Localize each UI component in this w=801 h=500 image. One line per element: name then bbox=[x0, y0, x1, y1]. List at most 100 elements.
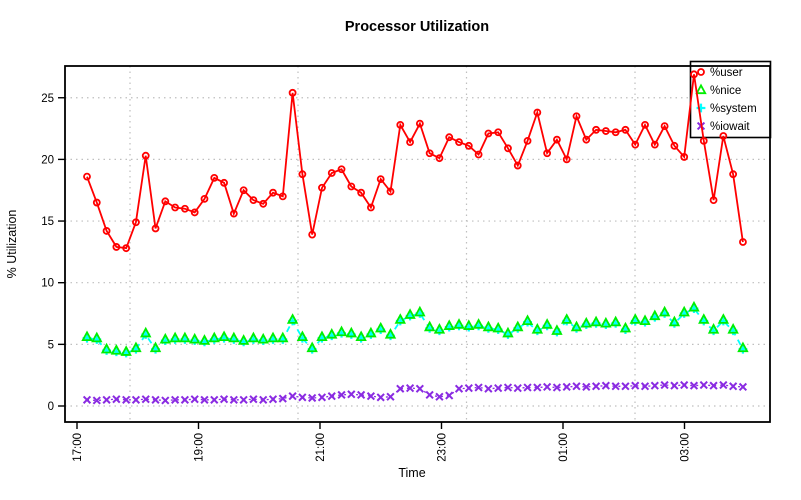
legend-marker-nice bbox=[695, 83, 707, 95]
user-point bbox=[367, 203, 375, 212]
user-point bbox=[660, 122, 669, 131]
iowait-point bbox=[249, 395, 258, 404]
nice-point bbox=[208, 331, 220, 343]
user-point bbox=[611, 128, 620, 137]
user-point bbox=[699, 137, 708, 145]
iowait-point bbox=[229, 395, 238, 404]
nice-point bbox=[277, 331, 289, 343]
iowait-point bbox=[445, 391, 454, 400]
user-point bbox=[504, 144, 512, 153]
iowait-point bbox=[474, 383, 483, 392]
user-point bbox=[239, 186, 248, 195]
iowait-point bbox=[680, 380, 689, 390]
iowait-point bbox=[122, 395, 131, 404]
user-point bbox=[435, 154, 444, 163]
nice-point bbox=[326, 327, 338, 339]
user-point bbox=[680, 153, 689, 161]
nice-point bbox=[384, 327, 397, 339]
iowait-point bbox=[719, 380, 728, 390]
iowait-point bbox=[405, 384, 415, 393]
nice-point bbox=[600, 316, 612, 328]
iowait-point bbox=[210, 395, 219, 404]
user-point bbox=[122, 244, 131, 253]
user-point bbox=[631, 140, 640, 149]
nice-point bbox=[629, 313, 641, 324]
user-point bbox=[83, 172, 91, 181]
iowait-point bbox=[219, 395, 229, 404]
iowait-point bbox=[494, 384, 503, 393]
nice-point bbox=[286, 313, 299, 324]
nice-point bbox=[159, 332, 172, 344]
user-point bbox=[347, 182, 356, 191]
iowait-point bbox=[523, 383, 532, 392]
x-tick-label: 03:00 bbox=[680, 433, 692, 462]
user-point bbox=[543, 149, 552, 158]
user-point bbox=[582, 135, 591, 144]
iowait-point bbox=[670, 381, 679, 390]
nice-point bbox=[472, 318, 485, 329]
nice-point bbox=[306, 341, 318, 353]
iowait-point bbox=[239, 395, 248, 404]
iowait-point bbox=[650, 381, 659, 390]
nice-point bbox=[482, 320, 495, 332]
iowait-point bbox=[543, 382, 552, 391]
iowait-point bbox=[631, 381, 640, 390]
user-point bbox=[690, 70, 698, 79]
user-points bbox=[83, 70, 747, 253]
x-axis-title: Time bbox=[398, 466, 425, 480]
iowait-point bbox=[366, 392, 376, 401]
nice-point bbox=[423, 320, 436, 332]
iowait-point bbox=[92, 396, 101, 405]
user-point bbox=[739, 238, 747, 246]
user-point bbox=[112, 243, 121, 251]
nice-point bbox=[130, 341, 142, 353]
nice-point bbox=[140, 326, 152, 338]
y-tick-label: 15 bbox=[41, 216, 54, 228]
y-tick-label: 20 bbox=[41, 154, 54, 166]
iowait-point bbox=[660, 380, 669, 390]
iowait-point bbox=[572, 382, 581, 391]
user-point bbox=[102, 227, 111, 235]
iowait-point bbox=[591, 382, 601, 391]
user-point bbox=[601, 127, 610, 135]
legend-marker-user bbox=[697, 68, 705, 76]
nice-point bbox=[512, 320, 524, 332]
user-point bbox=[171, 203, 180, 212]
nice-point bbox=[649, 309, 661, 321]
iowait-point bbox=[102, 395, 111, 404]
iowait-point bbox=[689, 381, 699, 390]
iowait-point bbox=[582, 382, 591, 391]
iowait-point bbox=[82, 395, 92, 404]
iowait-point bbox=[454, 384, 464, 393]
iowait-point bbox=[112, 395, 121, 404]
user-point bbox=[190, 208, 199, 217]
user-point bbox=[553, 135, 561, 144]
nice-point bbox=[267, 331, 279, 343]
user-point bbox=[572, 112, 581, 121]
y-axis-title: % Utilization bbox=[5, 210, 19, 279]
iowait-point bbox=[552, 383, 562, 392]
iowait-line bbox=[86, 384, 743, 402]
user-point bbox=[151, 224, 160, 233]
user-point bbox=[719, 132, 728, 140]
user-point bbox=[386, 187, 395, 196]
nice-point bbox=[81, 330, 93, 342]
data-series bbox=[81, 70, 749, 405]
axes: 0 5 10 15 20 25 17:00 19:00 21:00 23:00 01:00 03:00 bbox=[41, 93, 691, 462]
iowait-point bbox=[533, 383, 542, 392]
user-point bbox=[161, 197, 170, 206]
user-point bbox=[132, 218, 140, 227]
nice-point bbox=[345, 326, 358, 338]
nice-point bbox=[717, 313, 730, 324]
nice-point bbox=[668, 315, 681, 327]
iowait-point bbox=[141, 395, 150, 404]
iowait-point bbox=[357, 390, 366, 400]
user-point bbox=[249, 196, 258, 204]
iowait-point bbox=[601, 381, 610, 390]
nice-point bbox=[658, 305, 671, 317]
y-tick-label: 5 bbox=[48, 339, 54, 351]
nice-point bbox=[502, 326, 514, 338]
iowait-point bbox=[337, 390, 346, 400]
user-point bbox=[464, 141, 473, 150]
